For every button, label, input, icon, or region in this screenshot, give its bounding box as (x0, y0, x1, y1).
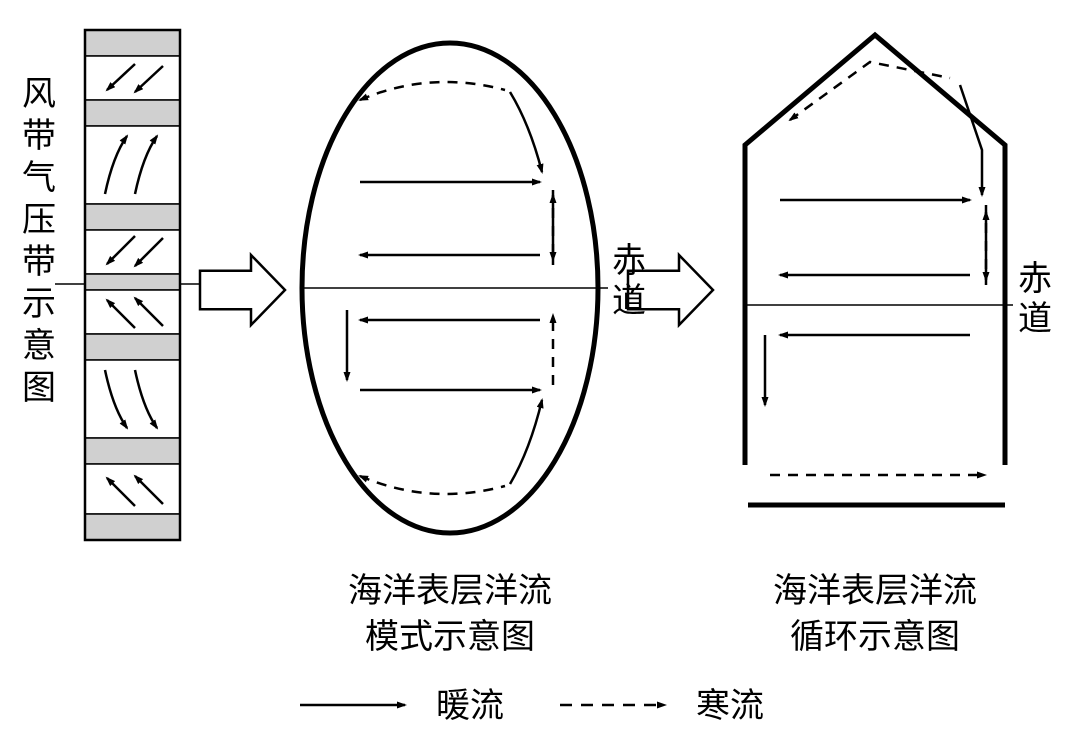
svg-text:风: 风 (22, 76, 56, 113)
svg-text:示: 示 (22, 286, 56, 323)
svg-text:图: 图 (22, 370, 56, 407)
svg-text:带: 带 (22, 118, 56, 155)
svg-text:赤: 赤 (612, 243, 646, 280)
svg-text:道: 道 (612, 282, 646, 320)
ocean-current-diagram: 风带气压带示意图海洋表层洋流模式示意图赤道海洋表层洋流循环示意图赤道暖流寒流 (0, 0, 1080, 735)
svg-text:海洋表层洋流: 海洋表层洋流 (773, 572, 977, 610)
svg-text:暖流: 暖流 (436, 687, 504, 725)
svg-text:寒流: 寒流 (696, 687, 764, 725)
svg-text:道: 道 (1018, 300, 1052, 338)
svg-text:循环示意图: 循环示意图 (790, 618, 960, 656)
svg-text:带: 带 (22, 244, 56, 281)
svg-text:海洋表层洋流: 海洋表层洋流 (348, 572, 552, 610)
svg-text:意: 意 (22, 327, 56, 365)
svg-text:模式示意图: 模式示意图 (365, 618, 535, 656)
svg-text:赤: 赤 (1018, 261, 1052, 298)
svg-text:压: 压 (22, 202, 56, 239)
svg-text:气: 气 (22, 159, 56, 197)
